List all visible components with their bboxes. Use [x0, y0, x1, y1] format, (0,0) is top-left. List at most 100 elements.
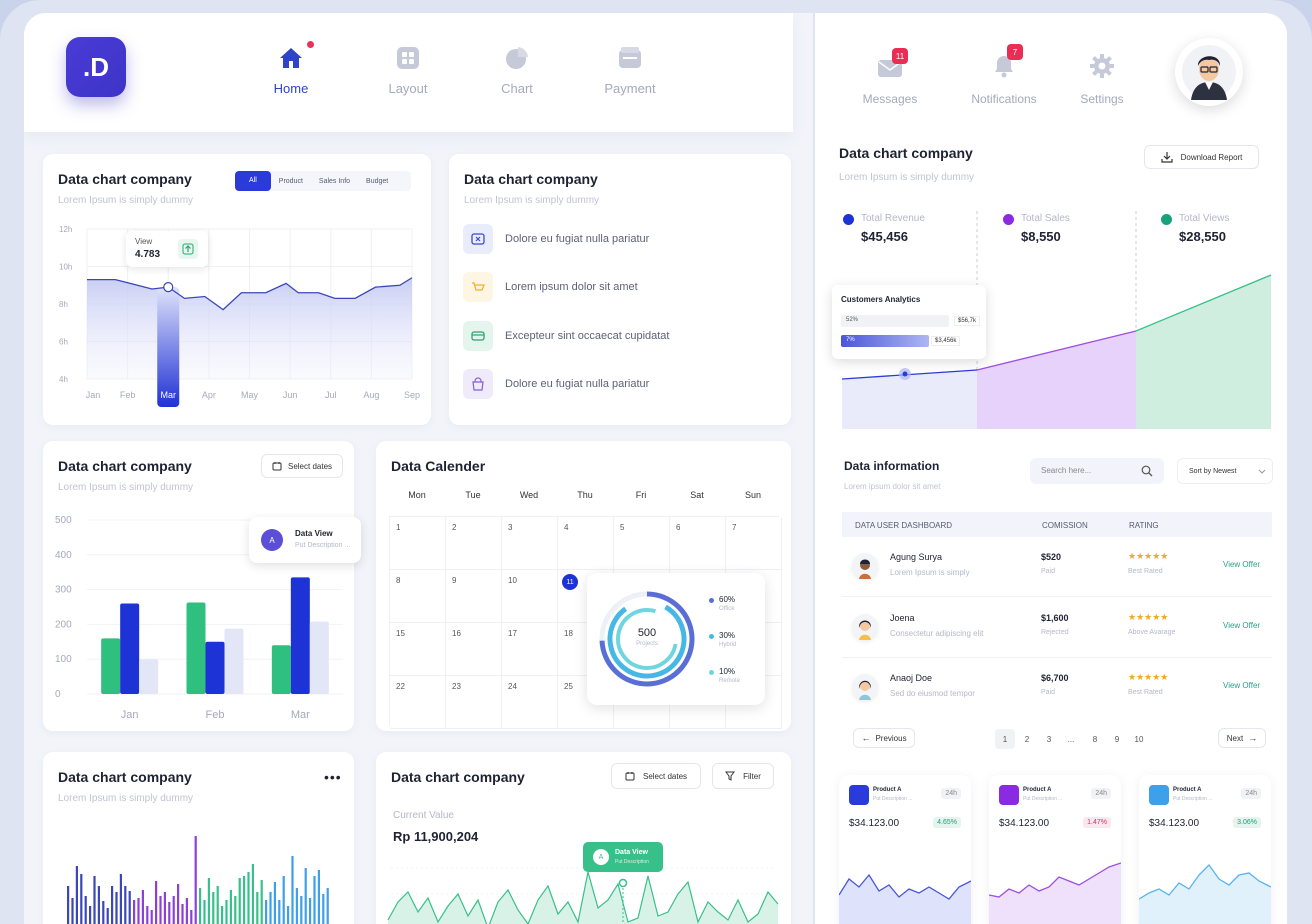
page-button[interactable]: 3	[1046, 734, 1052, 744]
spike-bar	[141, 890, 144, 924]
arrow-left-icon: ←	[861, 733, 871, 743]
nav-home[interactable]: Home	[246, 41, 336, 96]
calendar-day[interactable]: 4	[558, 517, 614, 570]
view-offer-link[interactable]: View Offer	[1223, 681, 1261, 690]
page-button[interactable]: 9	[1114, 734, 1120, 744]
spike-bar	[75, 866, 78, 924]
settings-button[interactable]: Settings	[1057, 51, 1147, 106]
tab-product[interactable]: Product	[278, 177, 303, 185]
next-button[interactable]: Next →	[1218, 728, 1266, 748]
filter-button[interactable]: Filter	[712, 763, 774, 789]
sort-dropdown[interactable]: Sort by Newest	[1177, 458, 1273, 484]
calendar-day[interactable]: 7	[726, 517, 782, 570]
bar[interactable]	[271, 645, 291, 694]
y-tick-label: 4h	[59, 375, 68, 384]
right-panel: Messages 11 Notifications 7 Settings Dat…	[815, 13, 1287, 924]
bell-icon	[995, 56, 1013, 78]
page-button[interactable]: ...	[1067, 734, 1075, 744]
product-sparkline	[1139, 863, 1271, 924]
product-card[interactable]: Product A Put Description ... 24h $34.123.0…	[1139, 775, 1271, 924]
calendar-day[interactable]: 9	[446, 570, 502, 623]
product-sparkline	[989, 862, 1121, 924]
search-input[interactable]: Search here...	[1030, 458, 1164, 484]
list-item[interactable]: Excepteur sint occaecat cupidatat	[463, 321, 669, 351]
tab-sales-info[interactable]: Sales Info	[318, 177, 351, 185]
spike-bar	[260, 880, 263, 924]
chart-point-dot	[902, 371, 908, 377]
tab-budget[interactable]: Budget	[366, 177, 389, 185]
marker-point[interactable]	[618, 878, 628, 888]
list-item[interactable]: Dolore eu fugiat nulla pariatur	[463, 369, 649, 399]
calendar-icon	[272, 462, 282, 471]
legend-remote: 10% Remote	[709, 667, 740, 684]
sparkline-area	[989, 863, 1121, 924]
bar-card-subtitle: Lorem Ipsum is simply dummy	[58, 482, 194, 493]
bar[interactable]	[120, 603, 140, 694]
bar[interactable]	[139, 659, 159, 694]
nav-layout[interactable]: Layout	[363, 43, 453, 96]
page-button[interactable]: 10	[1134, 734, 1144, 744]
product-card[interactable]: Product A Put Description ... 24h $34.123.0…	[989, 775, 1121, 924]
bar[interactable]	[224, 628, 244, 694]
product-name: Product A	[1173, 787, 1202, 793]
page-button[interactable]: 1	[995, 729, 1015, 749]
calendar-day[interactable]: 2	[446, 517, 502, 570]
messages-button[interactable]: Messages	[845, 51, 935, 106]
product-tag: 24h	[1241, 788, 1261, 799]
tooltip-desc: Put Description	[615, 859, 649, 865]
calendar-day[interactable]: 3	[502, 517, 558, 570]
line-card-subtitle: Lorem Ipsum is simply dummy	[58, 195, 194, 206]
calendar-day[interactable]: 22	[390, 676, 446, 729]
app-logo[interactable]: .D	[66, 37, 126, 97]
line-chart-card: Data chart company Lorem Ipsum is simply…	[43, 154, 431, 425]
notifications-button[interactable]: Notifications	[959, 51, 1049, 106]
previous-button[interactable]: ← Previous	[853, 728, 915, 748]
page-button[interactable]: 8	[1092, 734, 1098, 744]
list-item[interactable]: Lorem ipsum dolor sit amet	[463, 272, 638, 302]
messages-badge: 11	[892, 48, 908, 64]
nav-chart[interactable]: Chart	[472, 43, 562, 96]
filter-label: Filter	[743, 771, 761, 781]
arrow-up-icon	[178, 239, 198, 259]
select-dates-button[interactable]: Select dates	[261, 454, 343, 478]
spike-bar	[317, 870, 320, 924]
nav-payment[interactable]: Payment	[585, 43, 675, 96]
bar[interactable]	[205, 641, 225, 694]
more-icon[interactable]: •••	[324, 769, 342, 785]
bar[interactable]	[290, 577, 310, 694]
home-notification-dot	[307, 41, 314, 48]
bar[interactable]	[186, 602, 206, 694]
calendar-day[interactable]: 6	[670, 517, 726, 570]
calendar-day[interactable]: 23	[446, 676, 502, 729]
product-tag: 24h	[941, 788, 961, 799]
list-item[interactable]: Dolore eu fugiat nulla pariatur	[463, 224, 649, 254]
highlight-point[interactable]	[163, 282, 174, 293]
calendar-day[interactable]: 17	[502, 623, 558, 676]
bar[interactable]	[309, 621, 329, 694]
calendar-day[interactable]: 5	[614, 517, 670, 570]
sparkline-area	[1139, 865, 1271, 924]
avatar[interactable]	[1175, 38, 1243, 106]
page-button[interactable]: 2	[1024, 734, 1030, 744]
calendar-day[interactable]	[726, 676, 782, 729]
wave-line	[387, 871, 779, 924]
download-report-button[interactable]: Download Report	[1144, 145, 1259, 169]
calendar-day-header: Thu	[577, 490, 593, 500]
calendar-day[interactable]: 16	[446, 623, 502, 676]
calendar-day[interactable]: 15	[390, 623, 446, 676]
tab-all[interactable]: All	[235, 171, 271, 191]
view-offer-link[interactable]: View Offer	[1223, 621, 1261, 630]
spike-bar	[163, 892, 166, 924]
spike-bar	[269, 892, 272, 924]
calendar-day-header: Tue	[465, 490, 481, 500]
select-dates-button[interactable]: Select dates	[611, 763, 701, 789]
product-card[interactable]: Product A Put Description ... 24h $34.123.0…	[839, 775, 971, 924]
selected-date[interactable]: 11	[562, 574, 578, 590]
calendar-day[interactable]: 1	[390, 517, 446, 570]
calendar-day[interactable]: 8	[390, 570, 446, 623]
view-offer-link[interactable]: View Offer	[1223, 560, 1261, 569]
bar[interactable]	[101, 638, 121, 694]
calendar-day[interactable]: 24	[502, 676, 558, 729]
calendar-day[interactable]: 10	[502, 570, 558, 623]
spike-bar	[106, 908, 109, 924]
